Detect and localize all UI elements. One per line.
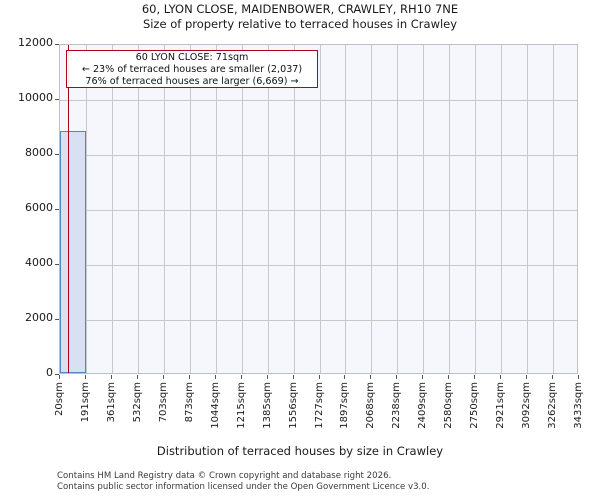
x-tick-mark xyxy=(318,375,320,379)
x-tick-label: 2921sqm xyxy=(495,382,507,429)
x-tick-label: 3262sqm xyxy=(547,382,559,429)
gridline-vertical xyxy=(345,45,347,373)
chart-subtitle: Size of property relative to terraced ho… xyxy=(142,17,458,31)
gridline-horizontal xyxy=(60,210,577,211)
x-axis-label: Distribution of terraced houses by size … xyxy=(156,444,444,458)
x-tick-label: 361sqm xyxy=(105,382,117,423)
annotation-box: 60 LYON CLOSE: 71sqm ← 23% of terraced h… xyxy=(66,50,318,88)
x-tick-label: 3092sqm xyxy=(521,382,533,429)
footer-line-2: Contains public sector information licen… xyxy=(57,481,430,492)
y-tick-mark xyxy=(55,99,59,100)
x-tick-mark xyxy=(500,375,502,379)
x-tick-label: 3433sqm xyxy=(573,382,584,429)
x-tick-mark xyxy=(370,375,372,379)
gridline-vertical xyxy=(553,45,555,373)
gridline-vertical xyxy=(267,45,269,373)
footer-line-1: Contains HM Land Registry data © Crown c… xyxy=(57,471,392,481)
gridline-vertical xyxy=(111,45,113,373)
gridline-horizontal xyxy=(60,320,577,321)
gridline-vertical xyxy=(293,45,295,373)
x-tick-label: 2068sqm xyxy=(365,382,377,429)
x-tick-mark xyxy=(214,375,216,379)
annotation-line-2: ← 23% of terraced houses are smaller (2,… xyxy=(81,64,303,75)
x-tick-label: 1556sqm xyxy=(287,382,299,429)
x-tick-mark xyxy=(344,375,346,379)
y-tick-label: 6000 xyxy=(25,201,53,214)
gridline-horizontal xyxy=(60,100,577,101)
gridline-vertical xyxy=(85,45,87,373)
property-marker-line xyxy=(67,45,70,373)
x-tick-label: 191sqm xyxy=(79,382,91,423)
gridline-horizontal xyxy=(60,155,577,156)
gridline-vertical xyxy=(423,45,425,373)
x-tick-mark xyxy=(448,375,450,379)
x-tick-mark xyxy=(292,375,294,379)
y-tick-label: 2000 xyxy=(25,311,53,324)
gridline-vertical xyxy=(241,45,243,373)
y-tick-mark xyxy=(55,319,59,320)
y-tick-label: 8000 xyxy=(25,146,53,159)
x-tick-mark xyxy=(84,375,86,379)
gridline-vertical xyxy=(449,45,451,373)
x-tick-mark xyxy=(110,375,112,379)
footer-attribution: Contains HM Land Registry data © Crown c… xyxy=(57,471,429,492)
x-tick-label: 1215sqm xyxy=(235,382,247,429)
x-tick-mark xyxy=(188,375,190,379)
x-tick-label: 2238sqm xyxy=(391,382,403,429)
y-tick-label: 12000 xyxy=(18,36,53,49)
x-tick-mark xyxy=(422,375,424,379)
x-tick-mark xyxy=(526,375,528,379)
x-tick-label: 1897sqm xyxy=(339,382,351,429)
x-tick-mark xyxy=(396,375,398,379)
gridline-vertical xyxy=(501,45,503,373)
y-tick-mark xyxy=(55,264,59,265)
y-tick-label: 0 xyxy=(46,366,53,379)
x-tick-mark xyxy=(474,375,476,379)
x-tick-label: 1385sqm xyxy=(261,382,273,429)
gridline-vertical xyxy=(189,45,191,373)
y-tick-mark xyxy=(55,154,59,155)
chart-title: 60, LYON CLOSE, MAIDENBOWER, CRAWLEY, RH… xyxy=(141,2,459,16)
y-tick-mark xyxy=(55,374,59,375)
chart-title-block: 60, LYON CLOSE, MAIDENBOWER, CRAWLEY, RH… xyxy=(0,2,600,32)
x-tick-label: 20sqm xyxy=(54,382,65,417)
x-tick-label: 873sqm xyxy=(183,382,195,423)
gridline-vertical xyxy=(371,45,373,373)
gridline-vertical xyxy=(163,45,165,373)
x-tick-mark xyxy=(162,375,164,379)
x-tick-label: 2580sqm xyxy=(443,382,455,429)
y-tick-mark xyxy=(55,209,59,210)
bar xyxy=(60,131,86,373)
gridline-vertical xyxy=(137,45,139,373)
gridline-vertical xyxy=(319,45,321,373)
x-tick-mark xyxy=(136,375,138,379)
x-tick-label: 532sqm xyxy=(131,382,143,423)
x-tick-label: 2409sqm xyxy=(417,382,429,429)
x-tick-mark xyxy=(266,375,268,379)
x-tick-label: 2750sqm xyxy=(469,382,481,429)
x-tick-mark xyxy=(552,375,554,379)
gridline-horizontal xyxy=(60,265,577,266)
gridline-vertical xyxy=(475,45,477,373)
x-tick-mark xyxy=(59,375,60,379)
gridline-vertical xyxy=(215,45,217,373)
x-tick-label: 703sqm xyxy=(157,382,169,423)
x-tick-label: 1727sqm xyxy=(313,382,325,429)
y-tick-label: 4000 xyxy=(25,256,53,269)
x-tick-mark xyxy=(240,375,242,379)
gridline-vertical xyxy=(527,45,529,373)
y-tick-mark xyxy=(55,44,59,45)
x-tick-mark xyxy=(578,375,579,379)
plot-area xyxy=(59,44,578,374)
x-tick-label: 1044sqm xyxy=(209,382,221,429)
annotation-line-1: 60 LYON CLOSE: 71sqm xyxy=(135,52,249,63)
annotation-line-3: 76% of terraced houses are larger (6,669… xyxy=(85,76,299,87)
y-tick-label: 10000 xyxy=(18,91,53,104)
gridline-vertical xyxy=(397,45,399,373)
